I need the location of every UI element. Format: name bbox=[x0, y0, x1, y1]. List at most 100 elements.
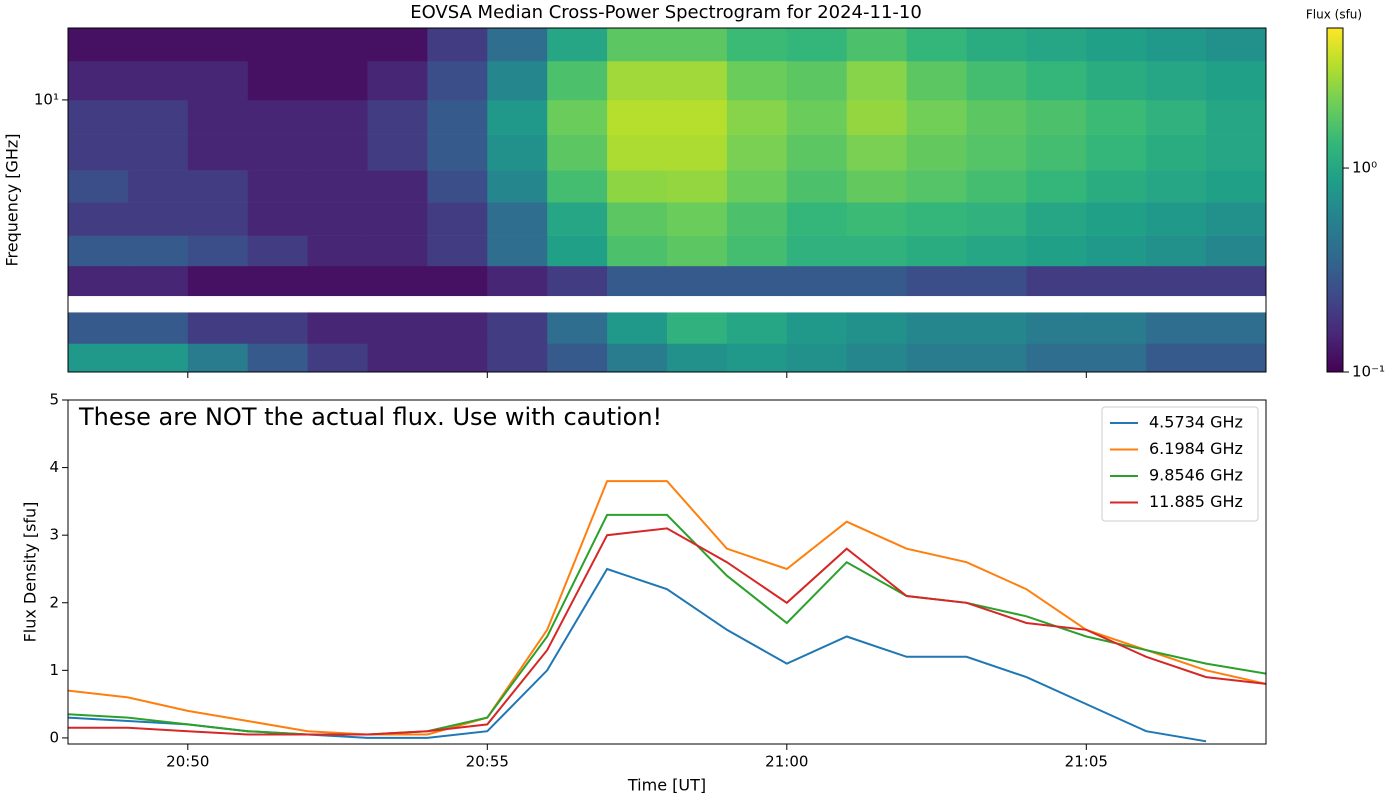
heatmap-cell bbox=[966, 28, 1027, 62]
heatmap-cell bbox=[726, 343, 788, 373]
heatmap-cell bbox=[846, 170, 908, 203]
heatmap-cell bbox=[547, 312, 608, 344]
heatmap-cell bbox=[607, 312, 668, 344]
heatmap-cell bbox=[427, 265, 488, 297]
heatmap-cell bbox=[667, 28, 728, 62]
heatmap-cell bbox=[1206, 28, 1267, 62]
heatmap-cell bbox=[187, 265, 249, 297]
heatmap-cell bbox=[1086, 235, 1147, 267]
x-axis-label: Time [UT] bbox=[627, 776, 706, 795]
data-line bbox=[68, 527, 1266, 736]
heatmap-cell bbox=[1086, 202, 1147, 236]
heatmap-cell bbox=[307, 312, 368, 344]
heatmap-cell bbox=[846, 235, 908, 267]
heatmap-cell bbox=[607, 202, 668, 236]
heatmap-cell bbox=[487, 202, 548, 236]
heatmap-cell bbox=[247, 265, 309, 297]
heatmap-cell bbox=[667, 343, 728, 373]
heatmap-cell bbox=[607, 170, 668, 203]
heatmap-cell bbox=[786, 202, 848, 236]
heatmap-cell bbox=[607, 235, 668, 267]
heatmap-cell bbox=[367, 312, 428, 344]
heatmap-cell bbox=[487, 170, 548, 203]
heatmap-cell bbox=[667, 170, 728, 203]
heatmap-cell bbox=[1026, 99, 1087, 135]
heatmap-cell bbox=[966, 235, 1027, 267]
heatmap-cell bbox=[1146, 28, 1207, 62]
data-line bbox=[68, 480, 1266, 736]
heatmap-cell bbox=[906, 312, 967, 344]
x-tick-label: 20:55 bbox=[466, 753, 509, 771]
heatmap-cell bbox=[247, 134, 309, 171]
heatmap-cell bbox=[68, 265, 129, 297]
heatmap-cell bbox=[667, 202, 728, 236]
heatmap-cell bbox=[1086, 343, 1147, 373]
heatmap-cell bbox=[786, 28, 848, 62]
heatmap-cell bbox=[1026, 60, 1087, 101]
heatmap-cell bbox=[427, 343, 488, 373]
heatmap-cell bbox=[187, 170, 249, 203]
heatmap-cell bbox=[127, 134, 189, 171]
heatmap-cell bbox=[127, 235, 189, 267]
heatmap-cell bbox=[367, 265, 428, 297]
heatmap-cell bbox=[966, 343, 1027, 373]
heatmap-cell bbox=[607, 99, 668, 135]
heatmap-cell bbox=[487, 343, 548, 373]
heatmap-cell bbox=[487, 28, 548, 62]
heatmap-cell bbox=[367, 202, 428, 236]
heatmap-cell bbox=[307, 170, 368, 203]
legend-label: 6.1984 GHz bbox=[1149, 439, 1243, 458]
heatmap-cell bbox=[726, 28, 788, 62]
heatmap-cell bbox=[487, 235, 548, 267]
heatmap-cell bbox=[1146, 134, 1207, 171]
heatmap-cell bbox=[547, 265, 608, 297]
heatmap-cell bbox=[906, 170, 967, 203]
heatmap-cell bbox=[547, 170, 608, 203]
heatmap-cell bbox=[1026, 343, 1087, 373]
heatmap-cell bbox=[607, 265, 668, 297]
heatmap-cell bbox=[726, 202, 788, 236]
heatmap-cell bbox=[187, 134, 249, 171]
heatmap-cell bbox=[607, 28, 668, 62]
heatmap-cell bbox=[1026, 170, 1087, 203]
heatmap-cell bbox=[427, 60, 488, 101]
heatmap-cell bbox=[906, 202, 967, 236]
heatmap-cell bbox=[786, 235, 848, 267]
heatmap-cell bbox=[1146, 235, 1207, 267]
heatmap-cell bbox=[487, 99, 548, 135]
heatmap-cell bbox=[667, 99, 728, 135]
heatmap-cell bbox=[1206, 170, 1267, 203]
heatmap-cell bbox=[966, 134, 1027, 171]
heatmap-cell bbox=[1026, 265, 1087, 297]
heatmap-cell bbox=[906, 60, 967, 101]
heatmap-cell bbox=[1146, 265, 1207, 297]
heatmap-cell bbox=[187, 312, 249, 344]
heatmap-cell bbox=[906, 265, 967, 297]
x-tick-label: 21:05 bbox=[1065, 753, 1108, 771]
colorbar bbox=[1326, 27, 1344, 373]
heatmap-cell bbox=[68, 28, 129, 62]
heatmap-cell bbox=[127, 343, 189, 373]
y-tick-label: 3 bbox=[49, 526, 59, 544]
heatmap-cell bbox=[307, 235, 368, 267]
heatmap-cell bbox=[786, 134, 848, 171]
y-tick-label: 10¹ bbox=[34, 90, 59, 108]
heatmap-cell bbox=[487, 265, 548, 297]
legend-label: 4.5734 GHz bbox=[1149, 413, 1243, 432]
heatmap-cell bbox=[1026, 202, 1087, 236]
heatmap-cell bbox=[487, 312, 548, 344]
heatmap-cell bbox=[906, 235, 967, 267]
heatmap-cell bbox=[726, 170, 788, 203]
heatmap-cell bbox=[966, 265, 1027, 297]
heatmap-cell bbox=[1146, 170, 1207, 203]
heatmap-cell bbox=[547, 99, 608, 135]
heatmap-cell bbox=[966, 312, 1027, 344]
heatmap-cell bbox=[307, 202, 368, 236]
heatmap-cell bbox=[68, 60, 129, 101]
heatmap-cell bbox=[726, 60, 788, 101]
x-tick-label: 20:50 bbox=[166, 753, 209, 771]
heatmap-cell bbox=[966, 99, 1027, 135]
heatmap-cell bbox=[906, 134, 967, 171]
heatmap-cell bbox=[187, 28, 249, 62]
heatmap-cell bbox=[1206, 312, 1267, 344]
